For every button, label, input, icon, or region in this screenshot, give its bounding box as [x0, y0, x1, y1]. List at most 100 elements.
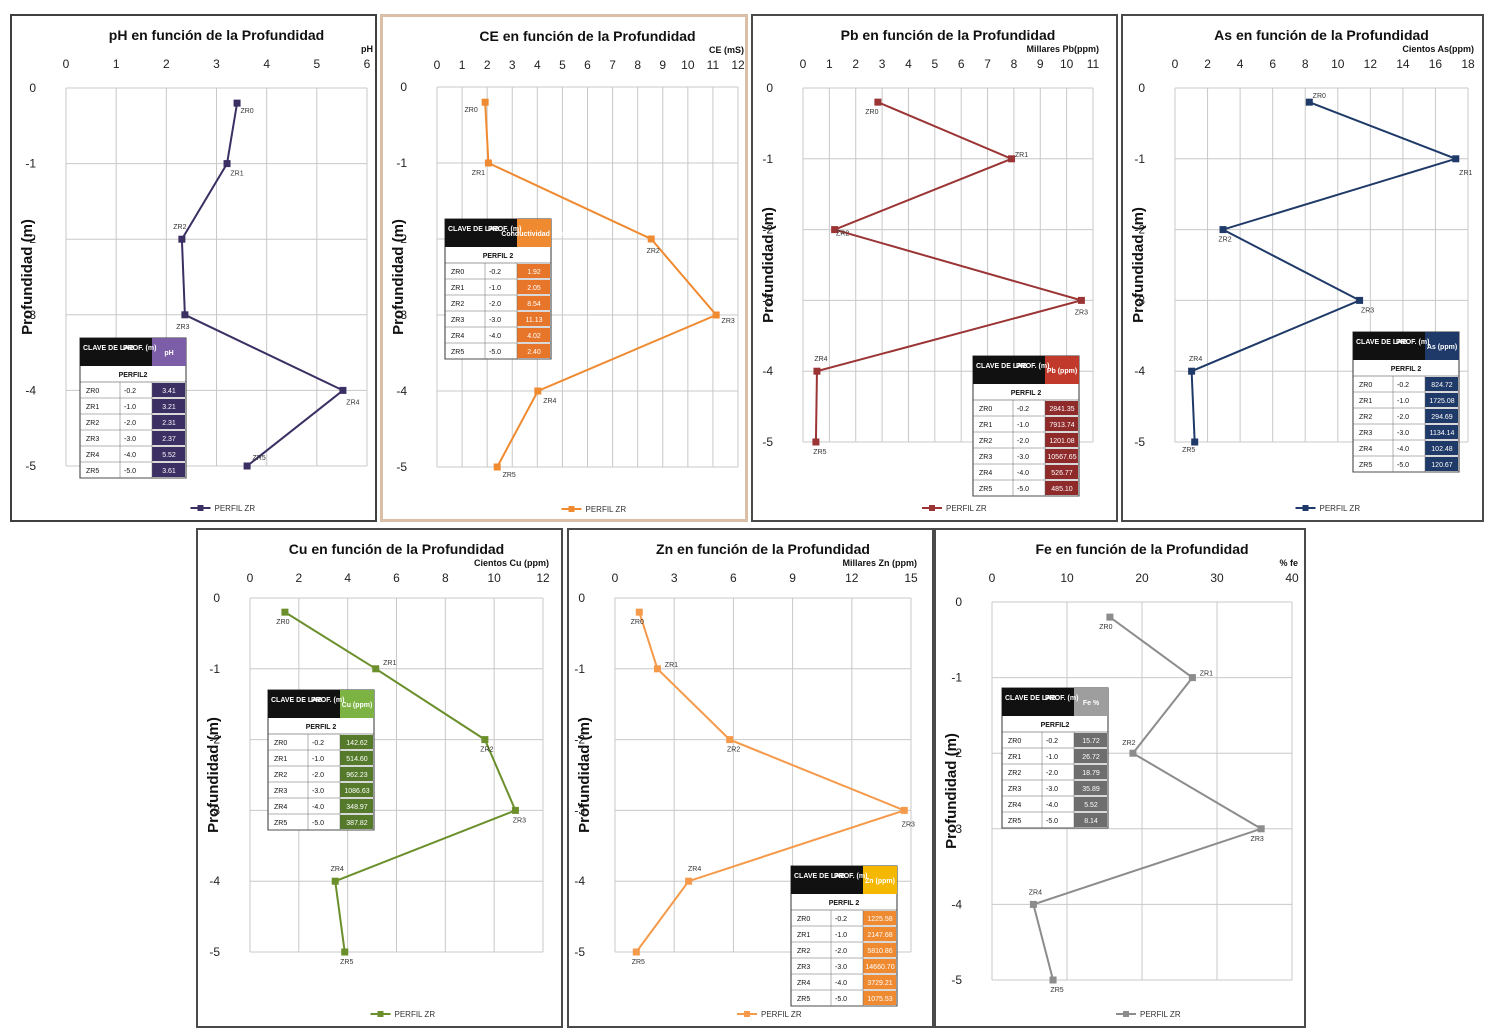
y-tick-label: -4: [25, 383, 36, 397]
legend-marker: [1302, 505, 1309, 511]
x-tick-label: 4: [534, 58, 541, 72]
table-value-text: 15.72: [1082, 738, 1100, 745]
y-tick-label: -1: [1134, 152, 1145, 166]
table-value-cell: [863, 927, 896, 941]
y-tick-label: -2: [762, 223, 773, 237]
x-tick-label: 10: [681, 58, 695, 72]
x-tick-label: 2: [1204, 57, 1211, 71]
table-value-text: 387.82: [346, 820, 368, 827]
point-label: ZR4: [543, 398, 556, 405]
data-point: [874, 98, 882, 106]
chart-title: Pb en función de la Profundidad: [841, 27, 1056, 43]
x-tick-label: 0: [612, 571, 619, 585]
y-tick-label: -1: [762, 152, 773, 166]
table-value-text: 4.02: [527, 333, 541, 340]
y-tick-label: -2: [396, 232, 407, 246]
data-table: CLAVE DE LAB.PROF. (m) Fe % PERFIL2 ZR0 -0.2…: [1001, 687, 1109, 829]
table-value-text: 142.62: [346, 740, 368, 747]
table-header-bg: [445, 219, 517, 247]
table-value-cell: [863, 959, 896, 973]
x-tick-label: 1: [826, 57, 833, 71]
point-label: ZR0: [276, 619, 289, 626]
x-tick-label: 10: [1060, 571, 1074, 585]
point-label: ZR4: [331, 866, 344, 873]
series-line: [1190, 101, 1459, 443]
table-header-value: Pb (ppm): [1047, 368, 1077, 375]
table-depth-cell: -2.0: [489, 301, 501, 308]
table-header-value: Conductividad (ms): [501, 231, 566, 238]
table-depth-cell: -2.0: [1397, 414, 1409, 421]
x-tick-label: 0: [247, 571, 254, 585]
table-key-cell: ZR2: [797, 948, 810, 955]
x-tick-label: 3: [213, 57, 220, 71]
table-header-accent: [340, 690, 374, 718]
table-value-cell: [517, 312, 550, 326]
y-tick-label: 0: [1138, 81, 1145, 95]
table-value-text: 3.41: [162, 388, 176, 395]
y-axis-title: Profundidad (m): [205, 717, 222, 833]
table-key-cell: ZR5: [797, 996, 810, 1003]
x-tick-label: 16: [1429, 57, 1443, 71]
table-key-cell: ZR0: [451, 269, 464, 276]
point-label: ZR2: [836, 231, 849, 238]
table-depth-cell: -4.0: [1046, 802, 1058, 809]
depth-profile-chart: Pb en función de la ProfundidadMillares …: [760, 27, 1100, 513]
table-value-text: 5810.86: [867, 948, 892, 955]
point-label: ZR3: [722, 318, 735, 325]
data-point: [1188, 367, 1196, 375]
table-header-bg: [1353, 332, 1425, 360]
point-label: ZR1: [1459, 170, 1472, 177]
x-tick-label: 6: [364, 57, 371, 71]
table-value-cell: [1074, 797, 1107, 811]
table-value-text: 5.52: [162, 452, 176, 459]
y-tick-label: -3: [574, 803, 585, 817]
table-value-cell: [863, 943, 896, 957]
point-label: ZR3: [1075, 309, 1088, 316]
table-value-cell: [340, 751, 373, 765]
table-depth-cell: -5.0: [124, 468, 136, 475]
x-unit-label: Millares Zn (ppm): [842, 558, 917, 568]
table-header-accent: [152, 338, 186, 366]
y-tick-label: -3: [25, 308, 36, 322]
chart-panel: Zn en función de la Profundidad Millares …: [567, 528, 934, 1028]
data-table: CLAVE DE LAB.PROF. (m)As (ppm) PERFIL 2 ZR…: [1352, 331, 1460, 473]
table-value-cell: [517, 296, 550, 310]
y-axis-title: Profundidad (m): [390, 219, 407, 335]
table-value-text: 526.77: [1051, 470, 1073, 477]
depth-profile-chart: Zn en función de la ProfundidadMillares …: [574, 541, 918, 1019]
table-profile-label: PERFIL 2: [829, 900, 860, 907]
table-value-cell: [517, 280, 550, 294]
data-point: [812, 438, 820, 446]
y-tick-label: -2: [951, 746, 962, 760]
point-label: ZR3: [513, 817, 526, 824]
table-depth-cell: -3.0: [835, 964, 847, 971]
x-tick-label: 6: [393, 571, 400, 585]
point-label: ZR5: [340, 959, 353, 966]
table-value-text: 1725.08: [1429, 398, 1454, 405]
y-tick-label: -4: [762, 364, 773, 378]
legend-marker: [744, 1011, 750, 1017]
table-key-cell: ZR5: [86, 468, 99, 475]
table-depth-cell: -2.0: [1046, 770, 1058, 777]
point-label: ZR3: [1251, 836, 1264, 843]
y-tick-label: -5: [574, 945, 585, 959]
series-line: [814, 101, 1086, 443]
table-key-cell: ZR4: [1359, 446, 1372, 453]
table-profile-label: PERFIL 2: [306, 724, 337, 731]
x-tick-label: 4: [344, 571, 351, 585]
legend-label: PERFIL ZR: [395, 1010, 436, 1019]
data-point: [1008, 155, 1016, 163]
point-label: ZR5: [1182, 447, 1195, 454]
table-header-depth: PROF. (m): [311, 697, 344, 704]
table-header-accent: [517, 219, 551, 247]
table-value-cell: [1425, 457, 1458, 471]
table-depth-cell: -5.0: [489, 349, 501, 356]
table-key-cell: ZR4: [86, 452, 99, 459]
y-tick-label: -4: [574, 874, 585, 888]
point-label: ZR2: [173, 224, 186, 231]
data-point: [900, 806, 908, 814]
table-depth-cell: -5.0: [1017, 486, 1029, 493]
y-tick-label: -3: [209, 803, 220, 817]
table-value-cell: [340, 735, 373, 749]
x-tick-label: 4: [263, 57, 270, 71]
